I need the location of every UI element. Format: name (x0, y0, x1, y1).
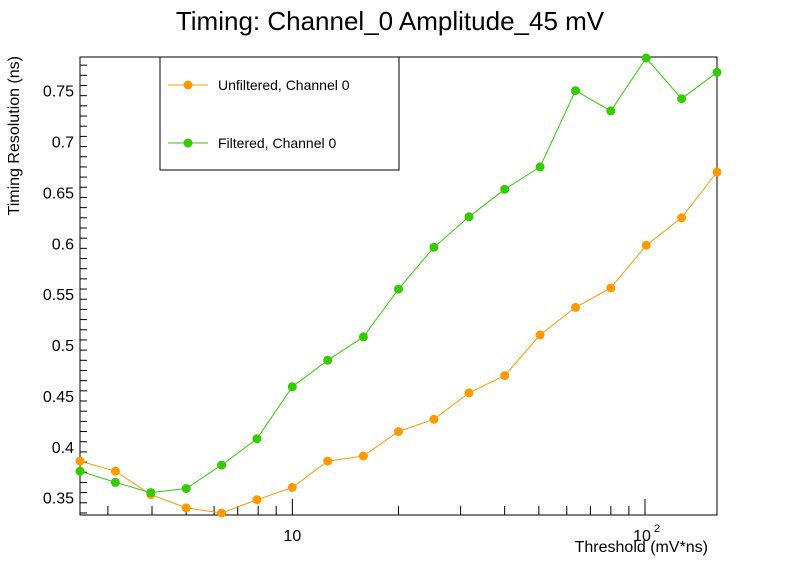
series-1-point (606, 106, 616, 116)
y-axis-label: Timing Resolution (ns) (6, 56, 23, 215)
series-1-point (571, 86, 580, 96)
series-0-point (429, 414, 439, 424)
series-0-point (571, 302, 580, 312)
series-1-point (252, 434, 262, 444)
series-1-point (75, 466, 85, 476)
y-tick-label: 0.45 (43, 389, 74, 406)
series-0-point (252, 495, 262, 505)
series-0-point (75, 456, 85, 466)
x-axis-ticks: 10 10 2 (107, 499, 660, 545)
series-1-point (464, 212, 474, 222)
legend-label-0: Unfiltered, Channel 0 (218, 77, 350, 93)
x-axis-label: Threshold (mV*ns) (575, 539, 708, 556)
legend-box (159, 56, 400, 171)
series-1-point (641, 53, 651, 63)
series-1-point (500, 184, 510, 194)
legend-label-1: Filtered, Channel 0 (218, 135, 337, 151)
series-0-point (181, 503, 191, 513)
series-line-0 (79, 171, 718, 514)
series-0-point (358, 451, 368, 461)
series-0-point (217, 508, 227, 518)
series-0-point (464, 388, 474, 398)
y-tick-label: 0.5 (52, 338, 74, 355)
y-axis-ticks: 0.35 0.4 0.45 0.5 0.55 0.6 0.65 0.7 0.75 (43, 64, 87, 514)
series-layer (75, 53, 722, 518)
legend-marker-1 (183, 138, 193, 148)
series-0-point (712, 167, 722, 177)
x-tick-label: 10 (283, 528, 301, 545)
series-0-point (394, 427, 403, 436)
series-0-point (287, 483, 297, 492)
legend-marker-0 (183, 80, 193, 90)
series-0-point (641, 240, 651, 250)
series-1-point (146, 488, 156, 498)
y-tick-label: 0.35 (43, 491, 74, 508)
y-tick-label: 0.55 (43, 287, 74, 304)
series-1-point (712, 67, 722, 77)
x-tick-label: 10 (633, 528, 651, 545)
series-1-point (181, 484, 191, 493)
legend: Unfiltered, Channel 0 Filtered, Channel 0 (159, 56, 400, 171)
series-1-point (535, 162, 545, 172)
series-1-point (394, 284, 403, 294)
series-1-point (323, 355, 333, 365)
series-1-point (110, 477, 120, 487)
series-1-point (217, 460, 227, 470)
series-0-point (110, 466, 120, 476)
y-tick-label: 0.65 (43, 185, 74, 202)
y-tick-label: 0.6 (52, 236, 74, 253)
series-0-point (606, 283, 616, 293)
y-tick-label: 0.4 (52, 440, 74, 457)
x-tick-label-exponent: 2 (654, 523, 660, 535)
y-tick-label: 0.7 (52, 134, 74, 151)
series-1-point (358, 332, 368, 342)
series-1-point (677, 94, 687, 104)
series-1-point (287, 382, 297, 392)
series-0-point (323, 456, 333, 466)
series-0-point (535, 330, 545, 340)
series-1-point (429, 242, 439, 252)
y-tick-label: 0.75 (43, 84, 74, 101)
series-0-point (677, 213, 687, 223)
series-0-point (500, 371, 510, 381)
chart-title: Timing: Channel_0 Amplitude_45 mV (176, 6, 605, 36)
